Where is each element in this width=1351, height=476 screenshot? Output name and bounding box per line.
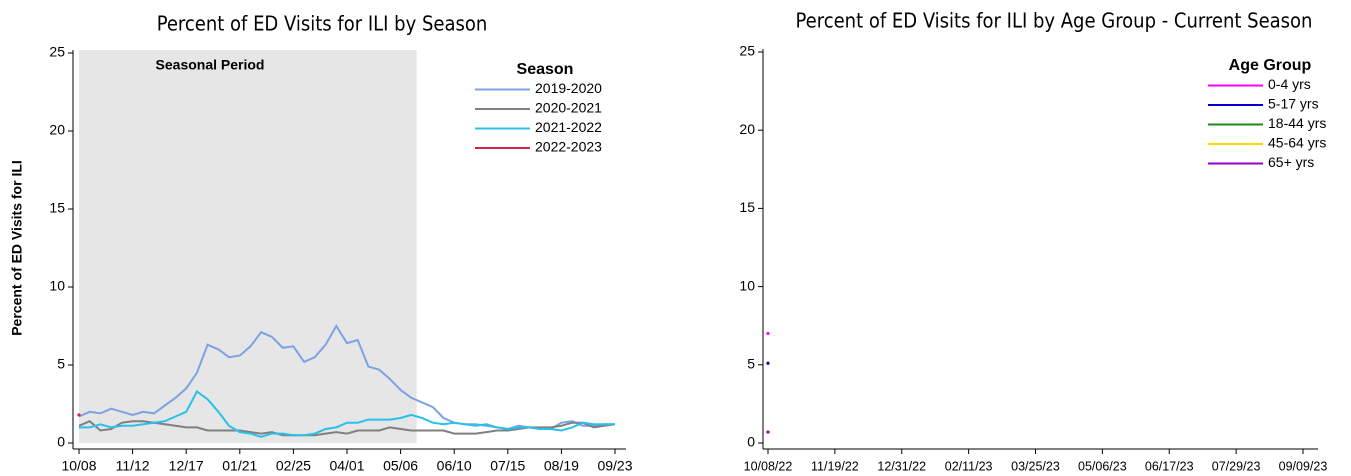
x-tick-label: 05/06/23 [1078,459,1127,473]
x-tick-label: 07/15 [490,458,525,474]
x-tick-label: 12/31/22 [877,459,926,473]
legend-label: 45-64 yrs [1268,135,1326,151]
y-tick-label: 20 [739,121,755,137]
series-line [79,390,615,438]
y-tick-label: 15 [49,200,65,216]
x-tick-label: 10/08 [61,458,96,474]
y-tick-label: 0 [747,434,755,450]
x-tick-label: 07/29/23 [1212,459,1261,473]
x-tick-label: 05/06 [383,458,418,474]
x-tick-label: 02/11/23 [945,459,993,473]
y-tick-label: 25 [49,44,65,60]
y-tick-label: 5 [57,356,65,372]
legend-label: 2019-2020 [535,80,602,96]
x-tick-label: 03/25/23 [1011,459,1060,473]
series-point [766,430,770,434]
legend-label: 2022-2023 [535,139,602,155]
y-tick-label: 15 [739,199,755,215]
legend-title: Season [517,61,574,78]
x-tick-label: 01/21 [222,458,257,474]
x-tick-label: 02/25 [276,458,311,474]
x-tick-label: 09/23 [597,458,632,474]
series-point [766,361,770,365]
x-tick-label: 06/10 [437,458,472,474]
legend-label: 18-44 yrs [1268,115,1326,131]
legend-label: 0-4 yrs [1268,76,1311,92]
chart-title: Percent of ED Visits for ILI by Age Grou… [796,9,1313,33]
y-tick-label: 5 [747,356,755,372]
series-point [77,413,81,417]
legend-label: 2021-2022 [535,119,602,135]
x-tick-label: 12/17 [169,458,204,474]
x-tick-label: 08/19 [544,458,579,474]
shade-label: Seasonal Period [156,57,265,73]
x-tick-label: 04/01 [329,458,364,474]
y-tick-label: 25 [739,43,755,59]
y-axis-label: Percent of ED Visits for ILI [9,160,25,336]
y-tick-label: 10 [739,277,755,293]
legend-label: 2020-2021 [535,100,602,116]
x-tick-label: 11/12 [116,458,150,474]
legend-title: Age Group [1229,57,1312,74]
y-tick-label: 0 [57,434,65,450]
y-tick-label: 20 [49,122,65,138]
chart-title: Percent of ED Visits for ILI by Season [157,12,488,36]
x-tick-label: 09/09/23 [1279,459,1328,473]
x-tick-label: 11/19/22 [811,459,859,473]
legend-label: 65+ yrs [1268,154,1314,170]
legend-label: 5-17 yrs [1268,96,1319,112]
x-tick-label: 06/17/23 [1145,459,1194,473]
seasonal-shade [79,50,417,443]
series-point [766,331,770,336]
y-tick-label: 10 [49,278,65,294]
x-tick-label: 10/08/22 [744,459,793,473]
